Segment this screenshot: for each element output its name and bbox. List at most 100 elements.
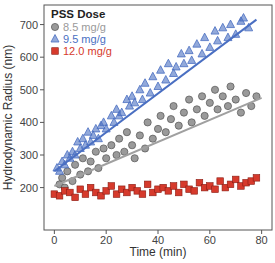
x-tick-label: 80 bbox=[256, 234, 268, 246]
legend-marker bbox=[51, 35, 59, 43]
data-point bbox=[116, 135, 123, 142]
data-point bbox=[188, 56, 196, 64]
data-point bbox=[219, 93, 226, 100]
fit-line bbox=[54, 20, 256, 172]
y-tick bbox=[40, 155, 44, 156]
y-tick-label: 500 bbox=[20, 84, 38, 96]
x-tick-label: 0 bbox=[51, 234, 57, 246]
y-tick-label: 200 bbox=[20, 182, 38, 194]
data-point bbox=[185, 46, 193, 54]
data-point bbox=[185, 96, 192, 103]
y-tick bbox=[40, 89, 44, 90]
y-axis-label: Hydrodynamic Radius (nm) bbox=[1, 45, 15, 190]
data-point bbox=[118, 108, 126, 116]
data-point bbox=[92, 148, 99, 155]
data-point bbox=[164, 59, 172, 67]
data-point bbox=[103, 155, 110, 162]
data-point bbox=[136, 132, 143, 139]
data-point bbox=[84, 128, 92, 136]
data-point bbox=[214, 36, 222, 44]
data-point bbox=[149, 135, 156, 142]
data-point bbox=[108, 183, 115, 190]
legend-marker bbox=[51, 23, 58, 30]
data-point bbox=[198, 93, 205, 100]
data-point bbox=[141, 79, 149, 87]
legend: PSS Dose8.5 mg/g9.5 mg/g12.0 mg/g bbox=[51, 8, 112, 57]
data-point bbox=[219, 23, 227, 31]
y-tick bbox=[40, 187, 44, 188]
data-point bbox=[131, 155, 138, 162]
y-tick-label: 400 bbox=[20, 116, 38, 128]
plot-frame bbox=[44, 5, 272, 230]
legend-label: 12.0 mg/g bbox=[63, 45, 112, 57]
legend-title: PSS Dose bbox=[51, 8, 105, 20]
data-point bbox=[154, 82, 162, 90]
data-point bbox=[227, 83, 234, 90]
data-point bbox=[188, 119, 195, 126]
data-point bbox=[123, 129, 130, 136]
data-point bbox=[144, 119, 151, 126]
data-point bbox=[253, 175, 260, 182]
data-point bbox=[212, 186, 219, 193]
data-point bbox=[211, 86, 218, 93]
y-tick bbox=[40, 57, 44, 58]
data-point bbox=[240, 14, 248, 22]
data-point bbox=[172, 62, 180, 70]
data-point bbox=[59, 174, 66, 181]
data-point bbox=[72, 194, 79, 201]
data-point bbox=[211, 27, 219, 35]
data-point bbox=[193, 40, 201, 48]
legend-marker bbox=[52, 48, 59, 55]
data-point bbox=[193, 106, 200, 113]
y-tick-label: 700 bbox=[20, 19, 38, 31]
data-point bbox=[146, 89, 154, 97]
data-point bbox=[138, 95, 146, 103]
data-point bbox=[131, 98, 139, 106]
data-point bbox=[198, 49, 206, 57]
data-point bbox=[180, 109, 187, 116]
data-point bbox=[232, 176, 239, 183]
data-point bbox=[237, 109, 244, 116]
data-point bbox=[175, 122, 182, 129]
data-point bbox=[167, 116, 174, 123]
data-point bbox=[191, 188, 198, 195]
legend-label: 8.5 mg/g bbox=[63, 21, 106, 33]
data-point bbox=[217, 178, 224, 185]
data-point bbox=[82, 191, 89, 198]
data-point bbox=[108, 142, 115, 149]
data-point bbox=[175, 189, 182, 196]
legend-label: 9.5 mg/g bbox=[63, 33, 106, 45]
data-point bbox=[206, 43, 214, 51]
data-point bbox=[206, 99, 213, 106]
data-point bbox=[214, 106, 221, 113]
data-point bbox=[144, 181, 151, 188]
data-point bbox=[177, 49, 185, 57]
y-tick bbox=[40, 122, 44, 123]
data-point bbox=[242, 89, 249, 96]
data-point bbox=[87, 158, 94, 165]
data-point bbox=[100, 145, 107, 152]
data-point bbox=[64, 168, 71, 175]
data-point bbox=[139, 191, 146, 198]
data-point bbox=[71, 161, 78, 168]
data-point bbox=[157, 112, 164, 119]
x-tick-label: 20 bbox=[100, 234, 112, 246]
data-point bbox=[162, 129, 169, 136]
data-point bbox=[201, 33, 209, 41]
data-point bbox=[180, 59, 188, 67]
y-tick-label: 600 bbox=[20, 51, 38, 63]
data-point bbox=[157, 66, 165, 74]
data-point bbox=[170, 102, 177, 109]
fit-line bbox=[54, 98, 261, 186]
x-tick-label: 60 bbox=[204, 234, 216, 246]
chart: 020406080200300400500600700Time (min)Hyd… bbox=[0, 0, 275, 263]
data-point bbox=[154, 125, 161, 132]
data-point bbox=[201, 112, 208, 119]
data-point bbox=[162, 76, 170, 84]
data-point bbox=[224, 102, 231, 109]
y-tick bbox=[40, 24, 44, 25]
y-tick-label: 300 bbox=[20, 149, 38, 161]
x-axis-label: Time (min) bbox=[130, 245, 187, 259]
data-point bbox=[227, 20, 235, 28]
data-point bbox=[149, 72, 157, 80]
